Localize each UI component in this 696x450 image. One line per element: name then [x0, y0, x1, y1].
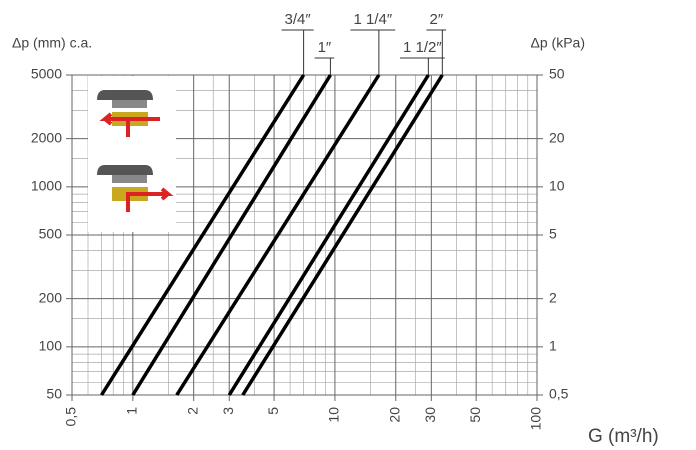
- y-tick-label: 50: [46, 386, 62, 402]
- y2-tick-label: 20: [549, 129, 565, 145]
- y-axis-title: Δp (mm) c.a.: [12, 35, 92, 51]
- x-tick-label: 20: [386, 407, 402, 423]
- y-tick-label: 200: [39, 289, 63, 305]
- x-tick-label: 30: [422, 407, 438, 423]
- y2-tick-label: 50: [549, 66, 565, 82]
- y2-tick-label: 0,5: [549, 386, 569, 402]
- series-label: 1″: [318, 39, 332, 56]
- series-label: 1 1/2″: [403, 39, 442, 56]
- y-tick-label: 100: [39, 338, 63, 354]
- y2-tick-label: 5: [549, 226, 557, 242]
- y-tick-label: 2000: [31, 129, 62, 145]
- y-tick-label: 1000: [31, 178, 62, 194]
- y-tick-label: 500: [39, 226, 63, 242]
- x-tick-label: 2: [184, 407, 200, 415]
- series-label: 1 1/4″: [354, 11, 393, 28]
- actuator-top: [97, 90, 153, 100]
- x-tick-label: 100: [528, 407, 544, 431]
- x-axis-title: G (m³/h): [588, 426, 659, 447]
- actuator-top: [97, 165, 153, 175]
- x-tick-label: 0,5: [63, 407, 79, 427]
- series-label: 2″: [429, 11, 443, 28]
- chart: Δp (mm) c.a. Δp (kPa) G (m³/h) 0,5123510…: [0, 0, 696, 450]
- y-tick-label: 5000: [31, 66, 62, 82]
- actuator-body: [112, 175, 147, 183]
- valve-illustration: [88, 76, 176, 232]
- x-tick-label: 50: [467, 407, 483, 423]
- x-tick-label: 1: [124, 407, 140, 415]
- series-label: 3/4″: [285, 11, 312, 28]
- x-tick-label: 10: [326, 407, 342, 423]
- actuator-body: [112, 100, 147, 108]
- y2-tick-label: 1: [549, 338, 557, 354]
- y2-tick-label: 10: [549, 178, 565, 194]
- y2-axis-title: Δp (kPa): [531, 35, 585, 51]
- y2-tick-label: 2: [549, 289, 557, 305]
- x-tick-label: 3: [220, 407, 236, 415]
- x-tick-label: 5: [265, 407, 281, 415]
